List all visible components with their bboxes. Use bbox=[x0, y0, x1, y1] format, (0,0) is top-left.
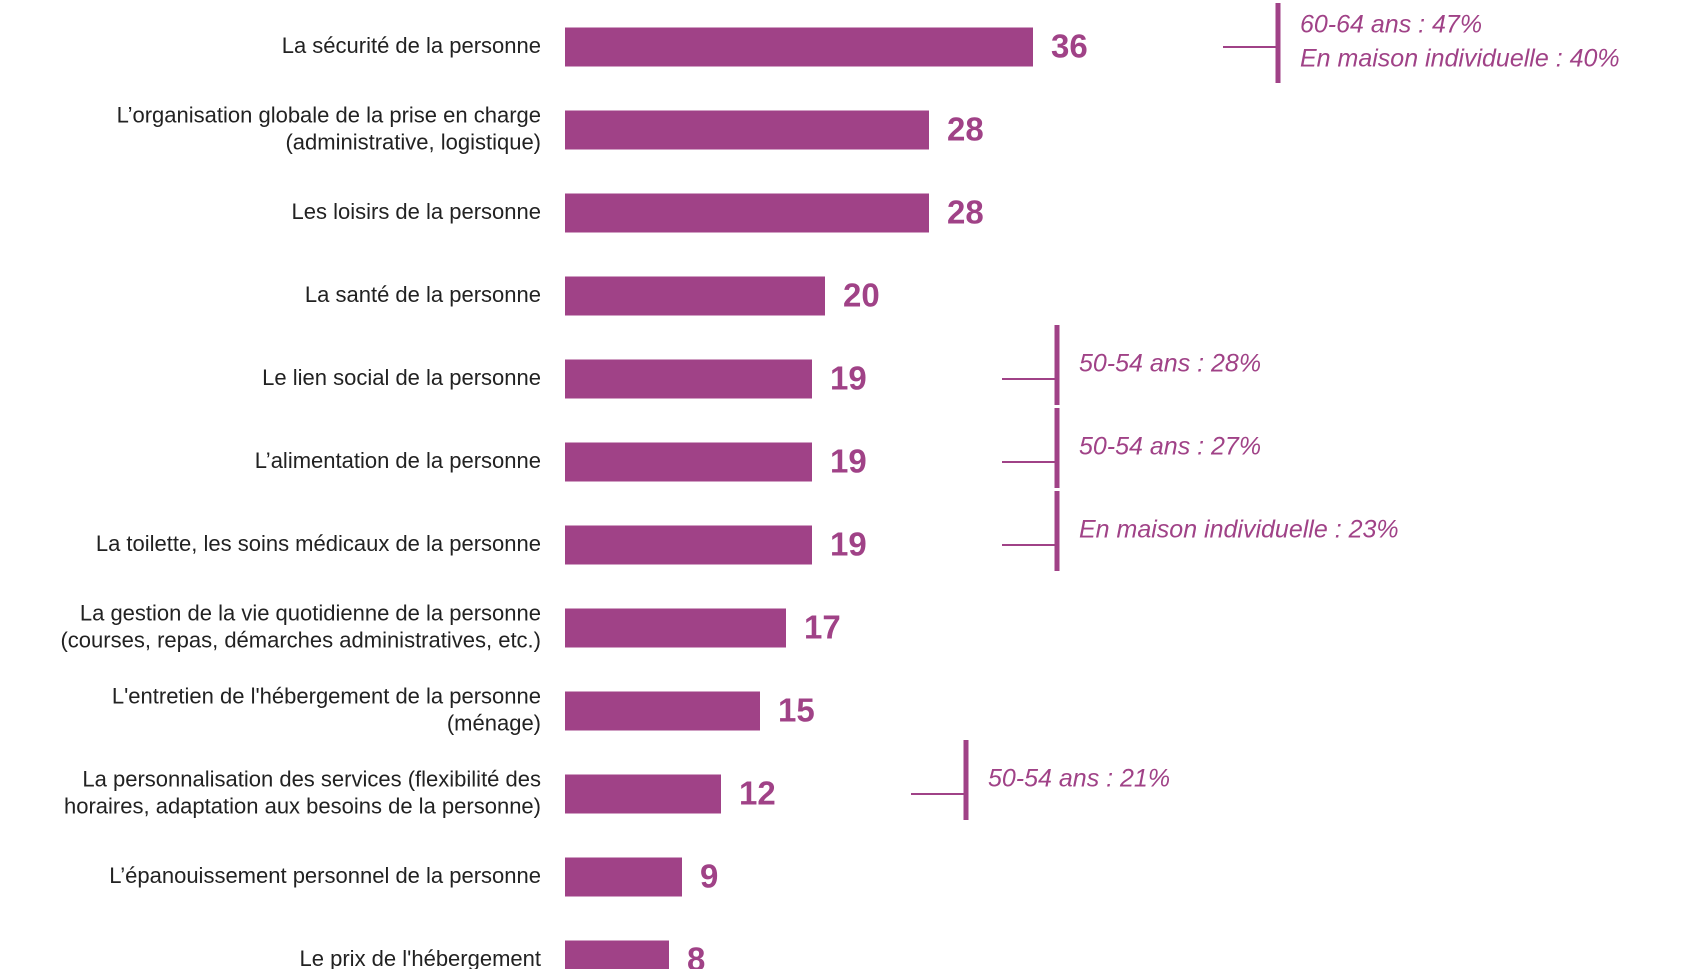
bar bbox=[565, 608, 786, 648]
bar bbox=[565, 525, 812, 565]
annotation: 60-64 ans : 47% bbox=[1300, 11, 1482, 39]
bar bbox=[565, 442, 812, 482]
value-label: 12 bbox=[739, 775, 776, 812]
category-label: L’épanouissement personnel de la personn… bbox=[109, 863, 541, 888]
category-label: Le prix de l'hébergement bbox=[300, 946, 541, 969]
annotation: 50-54 ans : 28% bbox=[1079, 350, 1261, 378]
category-label: La santé de la personne bbox=[305, 282, 541, 307]
category-label: Les loisirs de la personne bbox=[292, 199, 541, 224]
category-label: L’alimentation de la personne bbox=[255, 448, 541, 473]
annotation: En maison individuelle : 23% bbox=[1079, 516, 1399, 544]
bar bbox=[565, 276, 825, 316]
bar bbox=[565, 774, 721, 814]
bar bbox=[565, 193, 929, 233]
value-label: 20 bbox=[843, 277, 880, 314]
category-label: La toilette, les soins médicaux de la pe… bbox=[96, 531, 541, 556]
bar bbox=[565, 691, 760, 731]
bar bbox=[565, 857, 682, 897]
category-label: La sécurité de la personne bbox=[282, 33, 541, 58]
bar bbox=[565, 359, 812, 399]
annotation: 50-54 ans : 27% bbox=[1079, 433, 1261, 461]
value-label: 28 bbox=[947, 194, 984, 231]
value-label: 19 bbox=[830, 360, 867, 397]
category-label: L'entretien de l'hébergement de la perso… bbox=[112, 683, 541, 735]
value-label: 19 bbox=[830, 526, 867, 563]
bar bbox=[565, 110, 929, 150]
category-label: La gestion de la vie quotidienne de la p… bbox=[60, 600, 541, 652]
value-label: 36 bbox=[1051, 28, 1088, 65]
category-label: La personnalisation des services (flexib… bbox=[64, 766, 541, 818]
bar bbox=[565, 940, 669, 969]
category-label: Le lien social de la personne bbox=[262, 365, 541, 390]
value-label: 28 bbox=[947, 111, 984, 148]
value-label: 19 bbox=[830, 443, 867, 480]
value-label: 15 bbox=[778, 692, 815, 729]
value-label: 17 bbox=[804, 609, 841, 646]
category-label: L’organisation globale de la prise en ch… bbox=[117, 102, 541, 154]
annotation: En maison individuelle : 40% bbox=[1300, 45, 1620, 73]
bar bbox=[565, 27, 1033, 67]
annotation: 50-54 ans : 21% bbox=[988, 765, 1170, 793]
value-label: 8 bbox=[687, 941, 705, 969]
value-label: 9 bbox=[700, 858, 718, 895]
